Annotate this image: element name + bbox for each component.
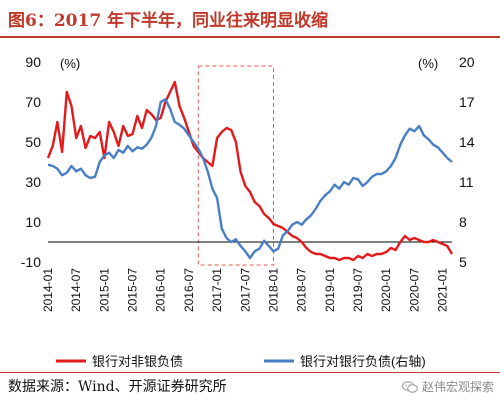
x-tick-label: 2016-01 xyxy=(154,268,168,312)
line-chart: -10 10 30 50 70 90 5 8 11 14 17 20 (%) (%) 2014-01… xyxy=(21,54,475,369)
wechat-icon xyxy=(401,380,418,393)
series-line-interbank-liabilities xyxy=(47,98,453,260)
highlight-rect xyxy=(197,65,274,266)
x-tick-label: 2015-07 xyxy=(126,268,140,312)
x-tick-label: 2014-01 xyxy=(41,268,55,312)
chart-title: 图6：2017 年下半年，同业往来明显收缩 xyxy=(8,11,329,31)
watermark: 赵伟宏观探索 xyxy=(401,378,494,395)
x-tick-label: 2016-07 xyxy=(182,268,196,312)
x-tick-label: 2015-01 xyxy=(97,268,111,312)
x-tick-label: 2017-01 xyxy=(210,268,224,312)
x-tick-label: 2019-01 xyxy=(323,268,337,312)
right-y-tick-label: 8 xyxy=(459,214,467,230)
right-y-tick-label: 5 xyxy=(459,254,467,270)
right-axis-unit: (%) xyxy=(418,56,438,71)
left-y-tick-label: 70 xyxy=(25,94,41,110)
series-line-nonbank-liabilities xyxy=(46,80,454,262)
legend-blue-label: 银行对银行负债(右轴) xyxy=(300,354,426,369)
right-y-tick-label: 11 xyxy=(459,174,474,190)
right-axis-ticks: 5 8 11 14 17 20 xyxy=(459,54,475,270)
left-y-tick-label: 90 xyxy=(25,54,41,70)
x-tick-label: 2018-01 xyxy=(266,268,280,312)
x-tick-label: 2021-01 xyxy=(436,268,450,312)
legend: 银行对非银负债 银行对银行负债(右轴) xyxy=(56,354,426,369)
right-y-tick-label: 14 xyxy=(459,134,475,150)
left-y-tick-label: 50 xyxy=(25,134,41,150)
legend-red-label: 银行对非银负债 xyxy=(92,354,183,369)
highlight-box xyxy=(197,65,274,266)
right-y-tick-label: 20 xyxy=(459,54,475,70)
x-axis-ticks: 2014-01 2014-07 2015-01 2015-07 2016-01 2016-… xyxy=(41,268,450,312)
left-axis-unit: (%) xyxy=(60,56,80,71)
title-divider xyxy=(0,36,500,38)
right-y-tick-label: 17 xyxy=(459,94,475,110)
x-tick-label: 2017-07 xyxy=(238,268,252,312)
source-note: 数据来源：Wind、开源证券研究所 xyxy=(8,379,227,395)
x-tick-label: 2014-07 xyxy=(69,268,83,312)
x-tick-label: 2020-07 xyxy=(407,268,421,312)
watermark-text: 赵伟宏观探索 xyxy=(421,380,494,394)
left-y-tick-label: 10 xyxy=(25,214,41,230)
left-y-tick-label: -10 xyxy=(21,254,41,270)
plot-area xyxy=(46,80,454,262)
x-tick-label: 2020-01 xyxy=(379,268,393,312)
left-axis-ticks: -10 10 30 50 70 90 xyxy=(21,54,41,270)
left-y-tick-label: 30 xyxy=(25,174,41,190)
x-tick-label: 2018-07 xyxy=(295,268,309,312)
footer-divider xyxy=(0,372,500,373)
x-tick-label: 2019-07 xyxy=(351,268,365,312)
